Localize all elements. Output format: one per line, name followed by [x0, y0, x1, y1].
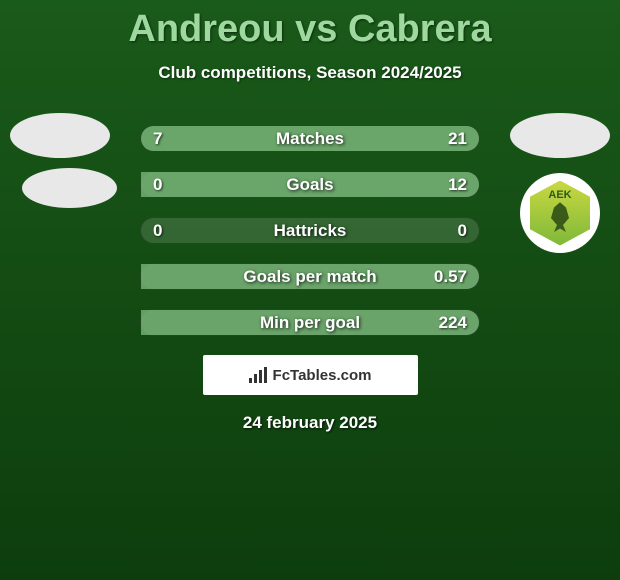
- stat-fill-right: [226, 126, 480, 151]
- stat-bars-container: 7 Matches 21 0 Goals 12 0 Hattricks 0 Goals per m…: [140, 113, 480, 336]
- player2-avatar-placeholder: [510, 113, 610, 158]
- stat-label: Min per goal: [260, 313, 360, 333]
- stat-value-left: 0: [153, 175, 162, 195]
- stat-value-right: 0: [458, 221, 467, 241]
- branding-chart-icon: [249, 367, 267, 383]
- stat-value-right: 21: [448, 129, 467, 149]
- stat-label: Goals: [286, 175, 333, 195]
- branding-box[interactable]: FcTables.com: [203, 355, 418, 395]
- stat-row: Goals per match 0.57: [140, 263, 480, 290]
- stat-value-left: 7: [153, 129, 162, 149]
- player1-avatar-placeholder: [10, 113, 110, 158]
- stat-row: Min per goal 224: [140, 309, 480, 336]
- stat-label: Hattricks: [274, 221, 347, 241]
- stat-label: Matches: [276, 129, 344, 149]
- stat-value-right: 224: [439, 313, 467, 333]
- player1-club-placeholder: [22, 168, 117, 208]
- stat-row: 0 Goals 12: [140, 171, 480, 198]
- page-title: Andreou vs Cabrera: [0, 0, 620, 51]
- club-eagle-icon: [545, 201, 575, 236]
- date-label: 24 february 2025: [0, 413, 620, 433]
- comparison-content: AEK 7 Matches 21 0 Goals 12 0 Hattricks 0 Goals p…: [0, 113, 620, 433]
- stat-value-right: 12: [448, 175, 467, 195]
- stat-label: Goals per match: [243, 267, 376, 287]
- stat-row: 7 Matches 21: [140, 125, 480, 152]
- page-subtitle: Club competitions, Season 2024/2025: [0, 51, 620, 83]
- stat-row: 0 Hattricks 0: [140, 217, 480, 244]
- player2-club-badge: AEK: [520, 173, 600, 253]
- club-badge-text: AEK: [548, 189, 571, 201]
- stat-value-right: 0.57: [434, 267, 467, 287]
- stat-value-left: 0: [153, 221, 162, 241]
- club-badge-shield: AEK: [530, 181, 590, 246]
- branding-text: FcTables.com: [273, 367, 372, 384]
